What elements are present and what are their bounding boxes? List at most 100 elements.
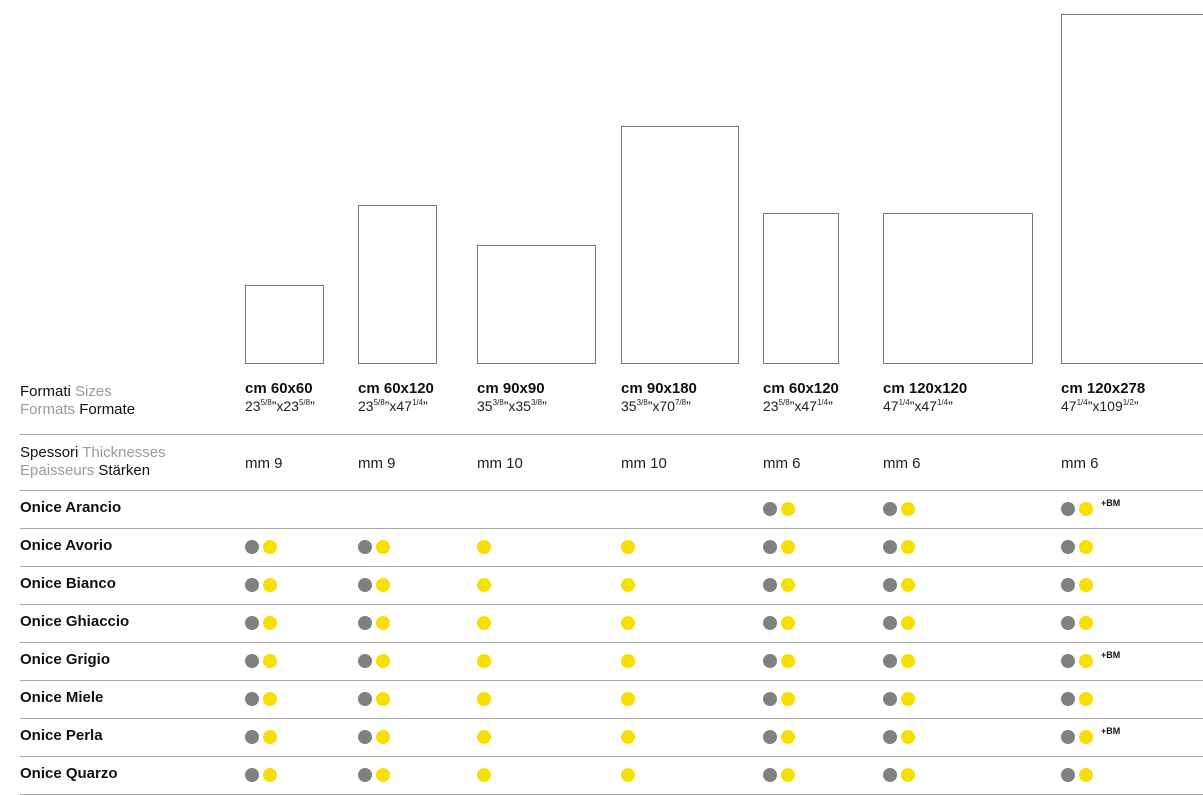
table-row: Onice Ghiaccio — [0, 605, 1203, 643]
yellow-dot-icon — [263, 616, 277, 630]
size-inches: 235/8”x235/8” — [245, 398, 315, 414]
yellow-dot-icon — [376, 616, 390, 630]
size-header: cm 120x120 471/4”x471/4” — [883, 380, 967, 414]
size-header: cm 90x180 353/8”x707/8” — [621, 380, 697, 414]
availability-cell — [245, 654, 277, 668]
gray-dot-icon — [1061, 654, 1075, 668]
yellow-dot-icon — [1079, 578, 1093, 592]
availability-cell — [763, 502, 795, 516]
yellow-dot-icon — [477, 616, 491, 630]
availability-cell — [477, 768, 491, 782]
row-divider — [20, 528, 1203, 529]
gray-dot-icon — [883, 540, 897, 554]
yellow-dot-icon — [477, 654, 491, 668]
yellow-dot-icon — [1079, 502, 1093, 516]
yellow-dot-icon — [621, 616, 635, 630]
availability-cell — [621, 654, 635, 668]
tile-60x60 — [245, 285, 324, 364]
table-row: Onice Avorio — [0, 529, 1203, 567]
gray-dot-icon — [883, 502, 897, 516]
yellow-dot-icon — [781, 502, 795, 516]
product-name: Onice Bianco — [20, 575, 116, 592]
yellow-dot-icon — [781, 692, 795, 706]
availability-cell — [1061, 616, 1093, 630]
yellow-dot-icon — [781, 730, 795, 744]
availability-cell — [883, 768, 915, 782]
thickness-value: mm 6 — [1061, 455, 1099, 472]
yellow-dot-icon — [1079, 616, 1093, 630]
availability-cell — [245, 768, 277, 782]
yellow-dot-icon — [901, 730, 915, 744]
yellow-dot-icon — [376, 654, 390, 668]
gray-dot-icon — [358, 654, 372, 668]
yellow-dot-icon — [477, 768, 491, 782]
gray-dot-icon — [358, 768, 372, 782]
availability-cell — [245, 730, 277, 744]
thickness-value: mm 6 — [883, 455, 921, 472]
gray-dot-icon — [883, 616, 897, 630]
row-divider — [20, 718, 1203, 719]
gray-dot-icon — [763, 578, 777, 592]
yellow-dot-icon — [263, 768, 277, 782]
gray-dot-icon — [245, 692, 259, 706]
availability-cell: +BM — [1061, 650, 1120, 668]
gray-dot-icon — [245, 540, 259, 554]
availability-cell — [621, 692, 635, 706]
gray-dot-icon — [883, 654, 897, 668]
table-row: Onice Bianco — [0, 567, 1203, 605]
availability-cell — [883, 578, 915, 592]
gray-dot-icon — [1061, 540, 1075, 554]
table-row: Onice Quarzo — [0, 757, 1203, 795]
yellow-dot-icon — [1079, 692, 1093, 706]
availability-cell — [763, 730, 795, 744]
gray-dot-icon — [763, 730, 777, 744]
availability-cell — [358, 654, 390, 668]
yellow-dot-icon — [376, 768, 390, 782]
gray-dot-icon — [358, 692, 372, 706]
yellow-dot-icon — [1079, 540, 1093, 554]
yellow-dot-icon — [1079, 768, 1093, 782]
gray-dot-icon — [358, 578, 372, 592]
availability-cell — [763, 654, 795, 668]
availability-cell — [1061, 540, 1093, 554]
tile-120x120 — [883, 213, 1033, 364]
gray-dot-icon — [883, 768, 897, 782]
size-header: cm 60x60 235/8”x235/8” — [245, 380, 315, 414]
gray-dot-icon — [883, 730, 897, 744]
availability-cell — [245, 578, 277, 592]
gray-dot-icon — [883, 692, 897, 706]
availability-cell — [883, 540, 915, 554]
yellow-dot-icon — [621, 540, 635, 554]
availability-cell — [621, 578, 635, 592]
yellow-dot-icon — [621, 578, 635, 592]
gray-dot-icon — [1061, 692, 1075, 706]
yellow-dot-icon — [781, 616, 795, 630]
bm-badge: +BM — [1101, 498, 1121, 508]
yellow-dot-icon — [376, 692, 390, 706]
availability-cell — [883, 730, 915, 744]
gray-dot-icon — [245, 768, 259, 782]
availability-cell — [245, 540, 277, 554]
yellow-dot-icon — [477, 730, 491, 744]
size-inches: 471/4”x1091/2” — [1061, 398, 1139, 414]
yellow-dot-icon — [263, 654, 277, 668]
gray-dot-icon — [358, 730, 372, 744]
gray-dot-icon — [1061, 616, 1075, 630]
size-header: cm 60x120 235/8”x471/4” — [358, 380, 434, 414]
availability-cell — [883, 502, 915, 516]
availability-cell — [245, 692, 277, 706]
size-inches: 353/8”x707/8” — [621, 398, 691, 414]
availability-cell — [358, 692, 390, 706]
yellow-dot-icon — [477, 692, 491, 706]
size-cm: cm 120x278 — [1061, 380, 1146, 397]
yellow-dot-icon — [781, 540, 795, 554]
thickness-value: mm 10 — [477, 455, 523, 472]
gray-dot-icon — [763, 616, 777, 630]
size-cm: cm 60x120 — [763, 380, 839, 397]
gray-dot-icon — [1061, 578, 1075, 592]
size-cm: cm 60x120 — [358, 380, 434, 397]
gray-dot-icon — [763, 502, 777, 516]
availability-cell — [763, 616, 795, 630]
availability-cell — [763, 540, 795, 554]
gray-dot-icon — [245, 578, 259, 592]
